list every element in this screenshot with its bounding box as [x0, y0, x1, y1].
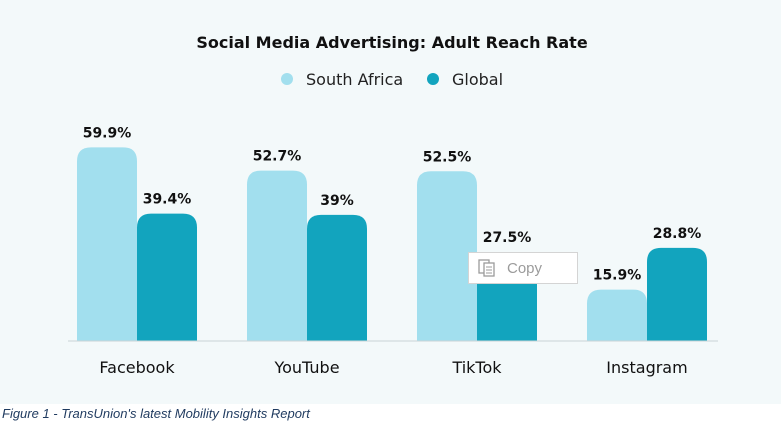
legend-marker-1	[427, 73, 439, 85]
value-label: 39%	[320, 193, 354, 209]
value-label: 28.8%	[653, 226, 702, 242]
copy-label: Copy	[507, 259, 543, 277]
copy-button[interactable]: Copy	[468, 252, 578, 284]
bar-tiktok-south-africa	[417, 171, 477, 341]
chart-panel: Social Media Advertising: Adult Reach Ra…	[0, 0, 781, 404]
value-label: 15.9%	[593, 268, 642, 284]
category-label-facebook: Facebook	[99, 358, 175, 377]
bar-group: 59.9% 39.4% Facebook 52.7% 39% YouTube 52.5% 27…	[77, 125, 707, 377]
bar-chart: Social Media Advertising: Adult Reach Ra…	[68, 33, 718, 377]
category-label-instagram: Instagram	[606, 358, 687, 377]
value-label: 52.5%	[423, 149, 472, 165]
value-label: 59.9%	[83, 125, 132, 141]
bar-instagram-south-africa	[587, 289, 647, 341]
figure-caption: Figure 1 - TransUnion's latest Mobility …	[2, 406, 310, 421]
bar-instagram-global	[647, 247, 707, 341]
legend-label-1: Global	[452, 70, 503, 89]
chart-title: Social Media Advertising: Adult Reach Ra…	[196, 33, 587, 52]
bar-youtube-global	[307, 214, 367, 341]
copy-icon	[478, 259, 495, 277]
value-label: 52.7%	[253, 149, 302, 165]
category-label-youtube: YouTube	[273, 358, 339, 377]
bar-youtube-south-africa	[247, 170, 307, 341]
legend-marker-0	[281, 73, 293, 85]
value-label: 27.5%	[483, 230, 532, 246]
legend-label-0: South Africa	[306, 70, 403, 89]
category-label-tiktok: TikTok	[451, 358, 502, 377]
bar-facebook-global	[137, 213, 197, 341]
bar-facebook-south-africa	[77, 147, 137, 341]
value-label: 39.4%	[143, 192, 192, 208]
chart-legend: South Africa Global	[281, 70, 503, 89]
